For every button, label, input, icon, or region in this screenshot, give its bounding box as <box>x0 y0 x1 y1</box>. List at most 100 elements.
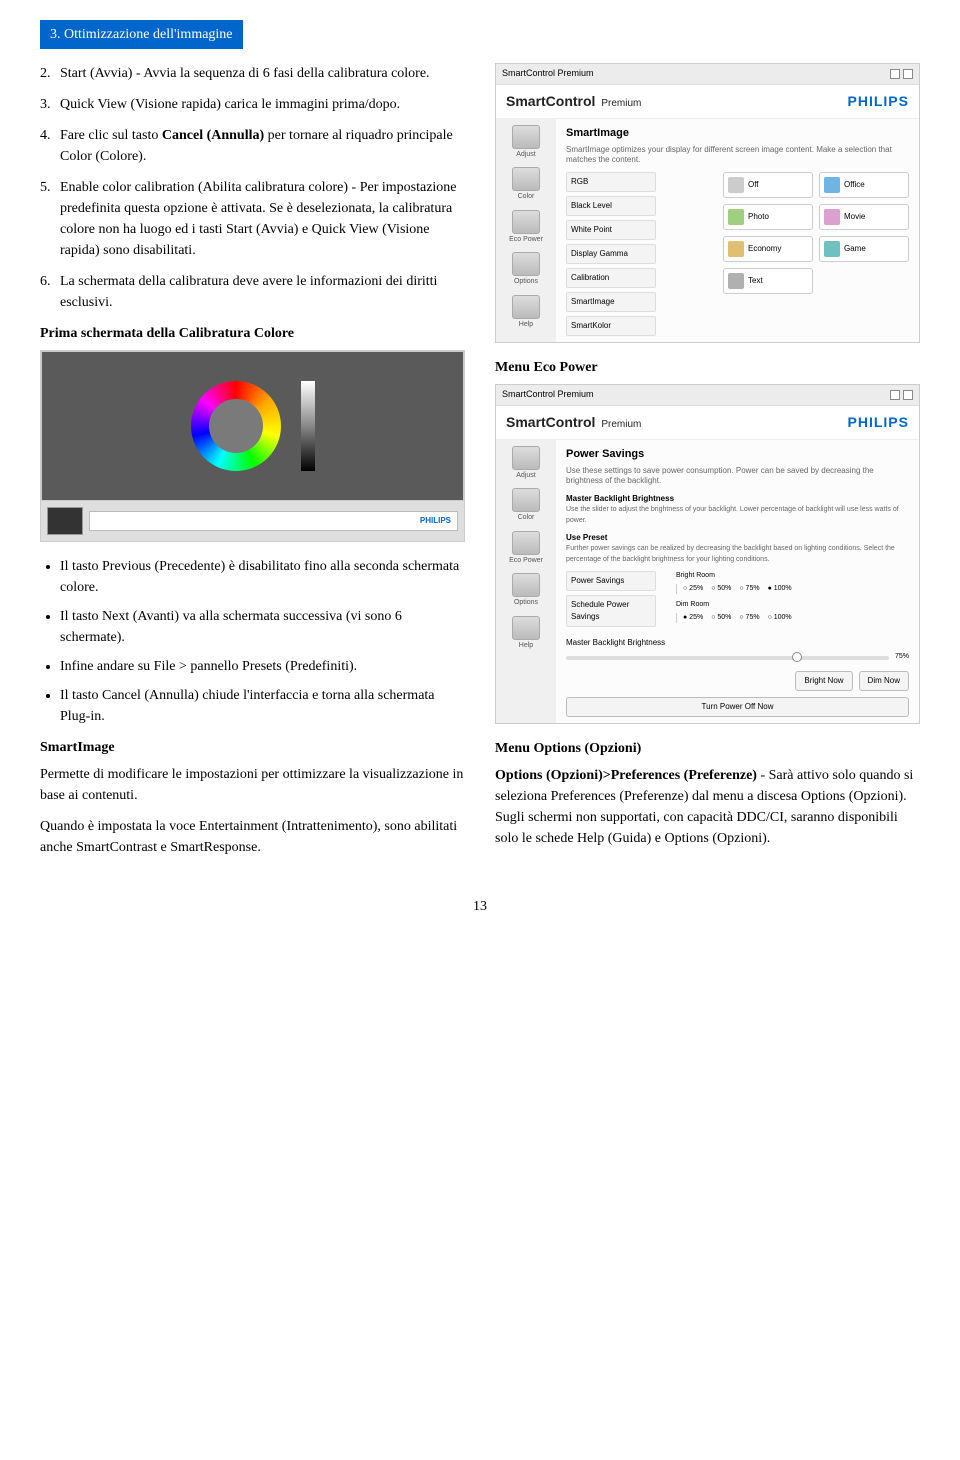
brand-philips: PHILIPS <box>848 412 909 433</box>
brightness-value: 75% <box>895 652 909 663</box>
smartimage-text: Permette di modificare le impostazioni p… <box>40 764 465 806</box>
window-titlebar: SmartControl Premium <box>496 385 919 406</box>
calib-subtitle: Prima schermata della Calibratura Colore <box>40 323 465 344</box>
radio-option: ● 100% <box>768 584 792 595</box>
note-item: Il tasto Cancel (Annulla) chiude l'inter… <box>60 685 465 727</box>
group-desc: Use the slider to adjust the brightness … <box>566 505 909 526</box>
preset-label: Office <box>844 179 865 191</box>
sidebar-label: Adjust <box>498 150 554 161</box>
brand-philips: PHILIPS <box>848 91 909 112</box>
dim-radios: ● 25% ○ 50% ○ 75% ○ 100% <box>676 613 909 624</box>
menu-item: Calibration <box>566 268 656 288</box>
sidebar-icon <box>512 446 540 470</box>
page-number: 13 <box>40 896 920 917</box>
color-wheel <box>191 381 281 471</box>
sidebar-item: Adjust <box>498 444 554 484</box>
sidebar-item: Color <box>498 486 554 526</box>
smartimage-text2: Quando è impostata la voce Entertainment… <box>40 816 465 858</box>
sidebar-item: Adjust <box>498 123 554 163</box>
menu-item: White Point <box>566 220 656 240</box>
preset-icon <box>728 209 744 225</box>
bright-radios: ○ 25%○ 50%○ 75%● 100% <box>676 584 909 595</box>
preset-label: Game <box>844 243 866 255</box>
sidebar-icon <box>512 531 540 555</box>
sidebar-label: Eco Power <box>498 235 554 246</box>
preset-label: Text <box>748 275 763 287</box>
mb-label: Master Backlight Brightness <box>566 637 909 649</box>
sidebar-icon <box>512 167 540 191</box>
group-desc: Further power savings can be realized by… <box>566 544 909 565</box>
preset-icon <box>728 177 744 193</box>
steps-list: 2.Start (Avvia) - Avvia la sequenza di 6… <box>40 63 465 313</box>
sidebar-item: Eco Power <box>498 529 554 569</box>
preset-economy: Economy <box>723 236 813 262</box>
menu-item: Display Gamma <box>566 244 656 264</box>
step-item: 4.Fare clic sul tasto Cancel (Annulla) p… <box>60 125 465 167</box>
sidebar-item: Help <box>498 614 554 654</box>
sidebar-label: Options <box>498 277 554 288</box>
group-title: Master Backlight Brightness <box>566 493 909 505</box>
menu-item: SmartImage <box>566 292 656 312</box>
step-item: 6.La schermata della calibratura deve av… <box>60 271 465 313</box>
dim-room-label: Dim Room <box>676 600 909 611</box>
preset-icon <box>824 241 840 257</box>
sidebar-item: Options <box>498 250 554 290</box>
preset-off: Off <box>723 172 813 198</box>
radio-option: ○ 50% <box>711 613 731 624</box>
preset-label: Off <box>748 179 759 191</box>
sidebar: Adjust Color Eco Power Options Help <box>496 440 556 723</box>
close-icon <box>903 69 913 79</box>
preset-icon <box>824 177 840 193</box>
section-header: 3. Ottimizzazione dell'immagine <box>40 20 243 49</box>
bright-room-label: Bright Room <box>676 571 909 582</box>
preset-game: Game <box>819 236 909 262</box>
brightness-slider <box>566 656 889 660</box>
menu-item: Schedule Power Savings <box>566 595 656 627</box>
window-titlebar: SmartControl Premium <box>496 64 919 85</box>
brightness-slider <box>301 381 315 471</box>
notes-list: Il tasto Previous (Precedente) è disabil… <box>40 556 465 727</box>
center-swatch <box>221 411 251 441</box>
preset-icon <box>728 273 744 289</box>
sidebar-item: Eco Power <box>498 208 554 248</box>
sidebar-label: Help <box>498 320 554 331</box>
sidebar-label: Eco Power <box>498 556 554 567</box>
sidebar-icon <box>512 252 540 276</box>
eco-label: Menu Eco Power <box>495 357 920 378</box>
submenu: Power Savings Schedule Power Savings <box>566 571 656 629</box>
preset-icon <box>824 209 840 225</box>
sidebar-label: Options <box>498 598 554 609</box>
note-item: Il tasto Previous (Precedente) è disabil… <box>60 556 465 598</box>
sidebar-icon <box>512 125 540 149</box>
sidebar-icon <box>512 573 540 597</box>
brand-smartcontrol: SmartControl Premium <box>506 91 641 112</box>
sidebar-label: Help <box>498 641 554 652</box>
note-item: Infine andare su File > pannello Presets… <box>60 656 465 677</box>
cal-footer: PHILIPS <box>89 511 458 531</box>
smartimage-title: SmartImage <box>40 737 465 758</box>
sidebar-icon <box>512 295 540 319</box>
radio-option: ○ 100% <box>768 613 792 624</box>
radio-option: ● 25% <box>683 613 703 624</box>
step-item: 3.Quick View (Visione rapida) carica le … <box>60 94 465 115</box>
panel-desc: Use these settings to save power consump… <box>566 466 909 485</box>
preset-office: Office <box>819 172 909 198</box>
sidebar-icon <box>512 210 540 234</box>
titlebar-label: SmartControl Premium <box>502 388 594 402</box>
menu-item: SmartKolor <box>566 316 656 336</box>
brand-smartcontrol: SmartControl Premium <box>506 412 641 433</box>
cal-thumbnail <box>47 507 83 535</box>
bright-now-button: Bright Now <box>795 671 852 691</box>
note-item: Il tasto Next (Avanti) va alla schermata… <box>60 606 465 648</box>
help-icon <box>890 390 900 400</box>
sidebar-label: Color <box>498 513 554 524</box>
menu-item: RGB <box>566 172 656 192</box>
options-text: Options (Opzioni)>Preferences (Preferenz… <box>495 765 920 849</box>
sidebar-item: Color <box>498 165 554 205</box>
preset-movie: Movie <box>819 204 909 230</box>
panel-title: Power Savings <box>566 446 909 463</box>
menu-item: Power Savings <box>566 571 656 591</box>
sidebar-icon <box>512 488 540 512</box>
radio-option: ○ 75% <box>739 613 759 624</box>
panel-title: SmartImage <box>566 125 909 142</box>
